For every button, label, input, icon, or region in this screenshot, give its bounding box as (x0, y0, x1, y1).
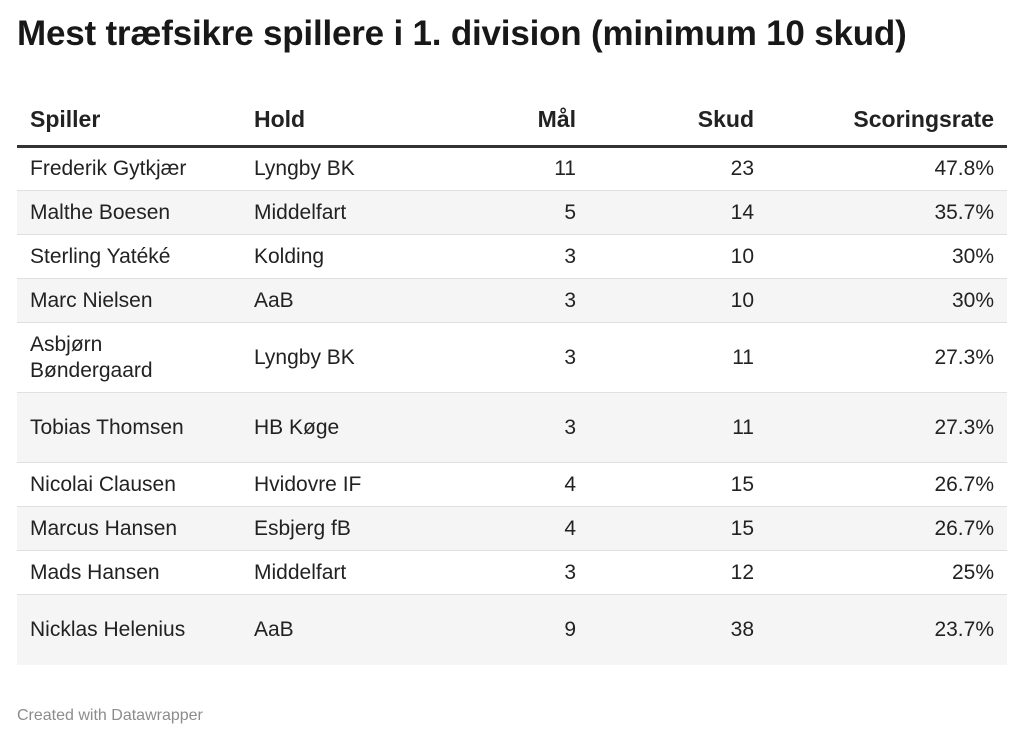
column-header-team[interactable]: Hold (241, 94, 441, 148)
table-row: Frederik Gytkjær Lyngby BK 11 23 47.8% (17, 146, 1007, 191)
cell-goals: 11 (441, 146, 589, 191)
cell-player: Nicklas Helenius (17, 594, 241, 665)
cell-shots: 15 (589, 462, 767, 507)
cell-goals: 4 (441, 506, 589, 551)
cell-shots: 10 (589, 234, 767, 279)
cell-team: Middelfart (241, 190, 441, 235)
cell-shots: 38 (589, 594, 767, 665)
table-row: Nicolai Clausen Hvidovre IF 4 15 26.7% (17, 462, 1007, 507)
cell-shots: 15 (589, 506, 767, 551)
table-row: Nicklas Helenius AaB 9 38 23.7% (17, 594, 1007, 665)
header-row: Spiller Hold Mål Skud Scoringsrate (17, 94, 1007, 148)
cell-shots: 23 (589, 146, 767, 191)
cell-team: AaB (241, 594, 441, 665)
cell-team: Middelfart (241, 550, 441, 595)
cell-shots: 14 (589, 190, 767, 235)
column-header-scoring-rate[interactable]: Scoringsrate (767, 94, 1007, 148)
cell-player: Tobias Thomsen (17, 392, 241, 463)
table-row: Marc Nielsen AaB 3 10 30% (17, 278, 1007, 323)
cell-scoring-rate: 35.7% (767, 190, 1007, 235)
column-header-player[interactable]: Spiller (17, 94, 241, 148)
cell-team: HB Køge (241, 392, 441, 463)
cell-scoring-rate: 47.8% (767, 146, 1007, 191)
cell-shots: 12 (589, 550, 767, 595)
cell-scoring-rate: 26.7% (767, 462, 1007, 507)
cell-goals: 3 (441, 392, 589, 463)
cell-scoring-rate: 26.7% (767, 506, 1007, 551)
table-row: Mads Hansen Middelfart 3 12 25% (17, 550, 1007, 595)
cell-goals: 3 (441, 322, 589, 393)
cell-goals: 3 (441, 550, 589, 595)
cell-player: Frederik Gytkjær (17, 146, 241, 191)
cell-scoring-rate: 25% (767, 550, 1007, 595)
cell-player: Nicolai Clausen (17, 462, 241, 507)
cell-goals: 5 (441, 190, 589, 235)
table-row: Marcus Hansen Esbjerg fB 4 15 26.7% (17, 506, 1007, 551)
cell-team: Esbjerg fB (241, 506, 441, 551)
cell-goals: 3 (441, 278, 589, 323)
cell-player: Malthe Boesen (17, 190, 241, 235)
cell-shots: 11 (589, 392, 767, 463)
cell-player: Sterling Yatéké (17, 234, 241, 279)
column-header-shots[interactable]: Skud (589, 94, 767, 148)
column-header-goals[interactable]: Mål (441, 94, 589, 148)
cell-shots: 11 (589, 322, 767, 393)
cell-team: Hvidovre IF (241, 462, 441, 507)
chart-title: Mest træfsikre spillere i 1. division (m… (17, 14, 907, 53)
cell-team: Lyngby BK (241, 146, 441, 191)
table-row: Malthe Boesen Middelfart 5 14 35.7% (17, 190, 1007, 235)
cell-scoring-rate: 23.7% (767, 594, 1007, 665)
cell-player: Marcus Hansen (17, 506, 241, 551)
cell-goals: 4 (441, 462, 589, 507)
cell-scoring-rate: 30% (767, 234, 1007, 279)
cell-team: AaB (241, 278, 441, 323)
datawrapper-credit: Created with Datawrapper (17, 707, 203, 724)
cell-scoring-rate: 27.3% (767, 322, 1007, 393)
cell-goals: 3 (441, 234, 589, 279)
table-row: Sterling Yatéké Kolding 3 10 30% (17, 234, 1007, 279)
table-row: Asbjørn Bøndergaard Lyngby BK 3 11 27.3% (17, 322, 1007, 393)
cell-team: Lyngby BK (241, 322, 441, 393)
cell-shots: 10 (589, 278, 767, 323)
cell-team: Kolding (241, 234, 441, 279)
data-table: Spiller Hold Mål Skud Scoringsrate Frede… (17, 94, 1007, 665)
cell-scoring-rate: 30% (767, 278, 1007, 323)
cell-player: Mads Hansen (17, 550, 241, 595)
cell-player: Marc Nielsen (17, 278, 241, 323)
cell-scoring-rate: 27.3% (767, 392, 1007, 463)
cell-player: Asbjørn Bøndergaard (17, 322, 241, 393)
cell-goals: 9 (441, 594, 589, 665)
table-row: Tobias Thomsen HB Køge 3 11 27.3% (17, 392, 1007, 463)
